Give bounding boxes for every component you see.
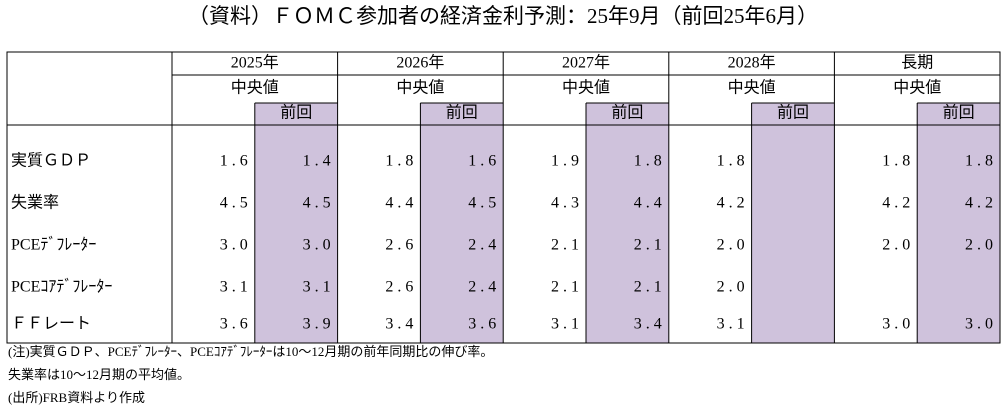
median-header: 中央値 [562, 79, 610, 97]
previous-column-shade [586, 103, 669, 343]
median-header: 中央値 [728, 79, 776, 97]
cell-value: 4.2 [717, 195, 749, 212]
year-header: 2028年 [728, 54, 776, 72]
cell-value: 3.0 [220, 237, 252, 254]
note: 失業率は10～12月期の平均値。 [8, 367, 190, 382]
cell-value: 1.8 [717, 153, 749, 170]
cell-value: 4.5 [468, 195, 500, 212]
cell-value: 1.8 [634, 153, 666, 170]
previous-column-shade [751, 103, 835, 343]
cell-value: 3.0 [303, 237, 335, 254]
cell-value: 3.6 [220, 316, 252, 333]
year-header: 2026年 [396, 54, 444, 72]
cell-value: 3.9 [303, 316, 335, 333]
cell-value: 1.6 [468, 153, 500, 170]
cell-value: 3.4 [385, 316, 417, 333]
year-header: 長期 [901, 54, 933, 72]
cell-value: 4.3 [551, 195, 583, 212]
cell-value: 2.0 [882, 237, 914, 254]
previous-column-shade [420, 103, 504, 343]
cell-value: 1.6 [220, 153, 252, 170]
cell-value: 2.1 [634, 279, 666, 296]
cell-value: 2.1 [551, 237, 583, 254]
cell-value: 3.1 [551, 316, 583, 333]
cell-value: 4.5 [303, 195, 335, 212]
cell-value: 4.4 [634, 195, 666, 212]
cell-value: 2.1 [634, 237, 666, 254]
cell-value: 2.6 [385, 279, 417, 296]
row-label: ＦＦレート [11, 316, 91, 333]
cell-value: 1.8 [965, 153, 997, 170]
cell-value: 3.1 [220, 279, 252, 296]
year-header: 2025年 [231, 54, 279, 72]
row-label: PCEｺｱﾃﾞﾌﾚｰﾀｰ [11, 278, 112, 296]
cell-value: 2.6 [385, 237, 417, 254]
cell-value: 3.0 [882, 316, 914, 333]
cell-value: 2.0 [965, 237, 997, 254]
note: (注)実質ＧＤＰ、PCEﾃﾞﾌﾚｰﾀｰ、PCEｺｱﾃﾞﾌﾚｰﾀｰは10～12月期… [8, 344, 493, 359]
previous-header: 前回 [446, 104, 478, 122]
previous-column-shade [917, 103, 1000, 343]
cell-value: 4.2 [965, 195, 997, 212]
median-header: 中央値 [893, 79, 941, 97]
cell-value: 3.1 [303, 279, 335, 296]
title: （資料）ＦＯＭＣ参加者の経済金利予測：25年9月（前回25年6月） [188, 4, 818, 28]
median-header: 中央値 [231, 79, 279, 97]
cell-value: 1.9 [551, 153, 583, 170]
cell-value: 3.6 [468, 316, 500, 333]
cell-value: 4.5 [220, 195, 252, 212]
cell-value: 1.8 [385, 153, 417, 170]
row-label: PCEﾃﾞﾌﾚｰﾀｰ [11, 236, 96, 254]
cell-value: 3.4 [634, 316, 666, 333]
row-label: 実質ＧＤＰ [11, 152, 91, 170]
cell-value: 4.2 [882, 195, 914, 212]
cell-value: 3.0 [965, 316, 997, 333]
previous-column-shade [254, 103, 338, 343]
cell-value: 2.0 [717, 279, 749, 296]
note: (出所)FRB資料より作成 [8, 390, 145, 405]
previous-header: 前回 [611, 104, 643, 122]
cell-value: 2.4 [468, 279, 500, 296]
previous-header: 前回 [280, 104, 312, 122]
cell-value: 4.4 [385, 195, 417, 212]
cell-value: 1.4 [303, 153, 335, 170]
cell-value: 2.4 [468, 237, 500, 254]
cell-value: 2.0 [717, 237, 749, 254]
cell-value: 2.1 [551, 279, 583, 296]
cell-value: 1.8 [882, 153, 914, 170]
year-header: 2027年 [562, 54, 610, 72]
previous-header: 前回 [943, 104, 975, 122]
row-label: 失業率 [11, 194, 59, 212]
previous-header: 前回 [777, 104, 809, 122]
median-header: 中央値 [396, 79, 444, 97]
cell-value: 3.1 [717, 316, 749, 333]
